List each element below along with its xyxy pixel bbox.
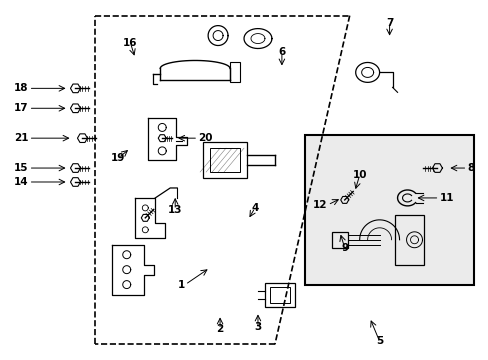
Text: 21: 21 [14,133,29,143]
Bar [331,232,347,248]
Text: 7: 7 [385,18,392,28]
Text: 2: 2 [216,324,223,334]
Text: 9: 9 [341,243,347,253]
Text: 4: 4 [251,203,258,213]
Bar [264,283,294,306]
Text: 6: 6 [278,48,285,58]
Text: 16: 16 [123,37,137,48]
Bar [269,287,289,302]
Text: 19: 19 [111,153,125,163]
Bar [229,62,240,82]
Text: 10: 10 [352,170,366,180]
Text: 12: 12 [313,200,327,210]
Text: 18: 18 [14,84,29,93]
Text: 14: 14 [14,177,29,187]
Bar [203,142,246,178]
Text: 1: 1 [178,280,185,289]
Text: 5: 5 [375,336,383,346]
Bar [210,148,240,172]
Bar [304,135,473,285]
Text: 3: 3 [254,323,261,332]
Text: 17: 17 [14,103,29,113]
Text: 15: 15 [14,163,29,173]
Text: 20: 20 [198,133,212,143]
Text: 13: 13 [167,205,182,215]
Text: 8: 8 [467,163,474,173]
Text: 11: 11 [439,193,453,203]
Bar [394,215,424,265]
